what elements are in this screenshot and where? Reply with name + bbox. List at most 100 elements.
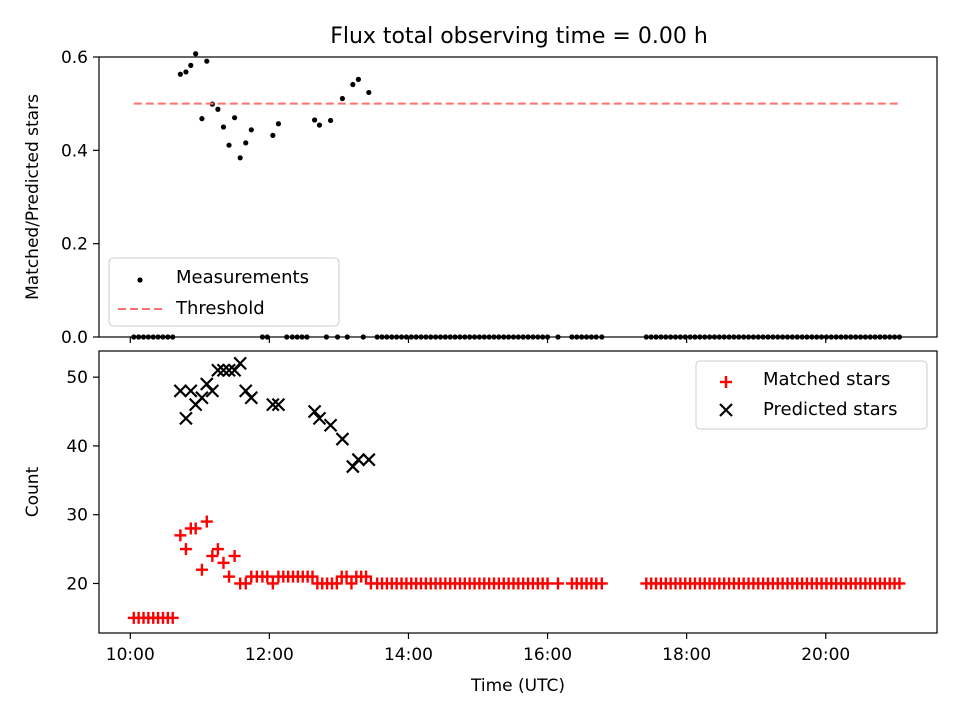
predicted-point-4 <box>195 390 209 405</box>
matched-point-13 <box>195 563 208 576</box>
measurement-point-20 <box>237 155 243 161</box>
matched-point-42 <box>345 577 358 590</box>
measurement-point-10 <box>183 69 189 75</box>
bottom-panel-frame <box>98 350 938 634</box>
top-panel-frame <box>98 56 938 338</box>
top-y-axis-label: Matched/Predicted stars <box>23 94 43 300</box>
predicted-point-1 <box>179 411 193 426</box>
measurement-point-18 <box>226 142 232 148</box>
measurement-point-33 <box>316 122 323 128</box>
measurement-point-9 <box>177 71 183 77</box>
legend-predicted-marker <box>719 403 733 417</box>
predicted-point-19 <box>335 432 350 446</box>
y-tick-label-2: 40 <box>66 437 88 457</box>
measurement-point-32 <box>311 117 318 123</box>
legend-predicted-label: Predicted stars <box>763 399 897 420</box>
measurement-point-12 <box>193 51 199 57</box>
measurement-point-13 <box>199 116 205 122</box>
legend-threshold-label: Threshold <box>175 298 265 319</box>
x-tick-label-1: 12:00 <box>245 645 294 665</box>
matched-point-34 <box>306 570 319 583</box>
x-tick-label-3: 16:00 <box>523 645 572 665</box>
y-tick-label-1: 30 <box>66 506 88 526</box>
matched-point-26 <box>266 577 279 590</box>
predicted-point-7 <box>211 363 225 378</box>
x-axis-label: Time (UTC) <box>470 676 565 696</box>
predicted-point-18 <box>323 418 338 433</box>
top-panel-y-ticks: 0.0 0.2 0.4 0.6 <box>61 48 99 348</box>
measurement-point-26 <box>275 121 282 127</box>
measurement-point-16 <box>215 106 221 112</box>
top-panel: 0.0 0.2 0.4 0.6 Matched/Predicted stars Mea… <box>23 48 938 348</box>
matched-point-10 <box>179 543 192 556</box>
measurement-point-25 <box>270 132 276 138</box>
predicted-point-22 <box>362 452 376 467</box>
top-legend-box <box>108 257 340 327</box>
y-tick-label-3: 50 <box>66 368 88 388</box>
predicted-point-14 <box>266 397 280 412</box>
bottom-panel-x-ticks: 10:00 12:00 14:00 16:00 18:00 20:00 <box>106 633 850 665</box>
top-panel-x-ticks <box>129 337 827 343</box>
measurement-point-42 <box>366 89 372 96</box>
measurement-point-11 <box>188 62 194 68</box>
predicted-point-2 <box>184 384 198 398</box>
matched-point-8 <box>166 611 179 624</box>
matched-point-18 <box>223 570 236 583</box>
matched-point-12 <box>189 522 202 535</box>
measurement-point-37 <box>339 95 346 102</box>
measurement-point-39 <box>350 81 356 88</box>
x-tick-label-2: 14:00 <box>384 645 433 665</box>
measurement-point-21 <box>243 140 249 146</box>
matched-point-82 <box>541 577 554 590</box>
bottom-legend-box <box>695 360 928 430</box>
bottom-panel: 10:00 12:00 14:00 16:00 18:00 20:00 20304050 … <box>23 350 938 696</box>
bottom-panel-marks <box>127 356 906 624</box>
bottom-y-axis-label: Count <box>23 466 43 517</box>
bottom-legend: Matched stars Predicted stars <box>695 360 928 430</box>
measurement-point-22 <box>248 127 254 133</box>
y-tick-label-2: 0.4 <box>61 141 88 161</box>
y-tick-label-0: 20 <box>66 574 88 594</box>
matched-point-19 <box>228 549 241 562</box>
predicted-point-8 <box>216 363 231 378</box>
bottom-panel-y-ticks: 20 30 40 50 <box>66 368 99 594</box>
matched-point-21 <box>239 577 252 590</box>
predicted-point-0 <box>173 384 188 398</box>
measurement-point-19 <box>232 115 238 121</box>
matched-point-90 <box>595 577 608 590</box>
top-legend: Measurements Threshold <box>108 257 340 327</box>
y-tick-label-3: 0.6 <box>61 48 88 68</box>
legend-matched-marker <box>720 376 732 388</box>
predicted-point-17 <box>312 411 327 426</box>
x-tick-label-5: 20:00 <box>801 645 850 665</box>
matched-point-14 <box>200 515 213 528</box>
predicted-point-11 <box>233 356 247 371</box>
measurement-point-34 <box>327 117 334 124</box>
predicted-point-16 <box>307 404 322 419</box>
predicted-point-21 <box>351 452 366 467</box>
y-tick-label-0: 0.0 <box>61 328 88 348</box>
predicted-point-15 <box>271 397 286 412</box>
matched-point-39 <box>330 577 343 590</box>
x-tick-label-0: 10:00 <box>106 645 155 665</box>
predicted-point-13 <box>244 390 259 405</box>
matched-point-9 <box>174 529 187 542</box>
predicted-point-6 <box>205 384 220 398</box>
y-tick-label-1: 0.2 <box>61 235 88 255</box>
matched-point-25 <box>261 570 274 583</box>
measurement-point-40 <box>355 76 361 82</box>
measurement-point-14 <box>204 58 210 64</box>
legend-measurements-label: Measurements <box>176 267 309 288</box>
measurement-point-17 <box>220 124 227 130</box>
matched-point-45 <box>360 570 373 583</box>
predicted-point-9 <box>222 363 236 378</box>
matched-point-15 <box>206 549 219 562</box>
matched-point-83 <box>551 577 564 590</box>
legend-matched-label: Matched stars <box>763 369 890 390</box>
legend-measurements-marker <box>137 277 143 283</box>
matched-point-16 <box>211 543 224 556</box>
matched-point-17 <box>217 556 230 569</box>
chart-title: Flux total observing time = 0.00 h <box>330 24 708 49</box>
matched-point-143 <box>893 577 906 590</box>
